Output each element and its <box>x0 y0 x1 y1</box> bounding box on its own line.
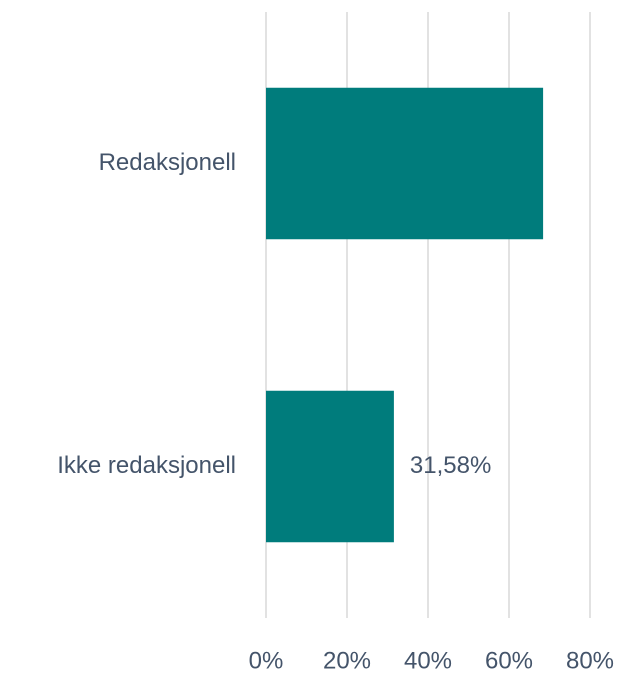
y-tick-label: Ikke redaksjonell <box>57 452 236 479</box>
value-label: 31,58% <box>410 452 491 479</box>
x-tick-label: 0% <box>249 647 284 674</box>
bar <box>266 390 394 543</box>
bar <box>266 87 544 240</box>
x-tick-label: 40% <box>404 647 452 674</box>
x-tick-label: 80% <box>566 647 614 674</box>
y-tick-label: Redaksjonell <box>99 149 236 176</box>
x-tick-label: 20% <box>323 647 371 674</box>
x-tick-label: 60% <box>485 647 533 674</box>
